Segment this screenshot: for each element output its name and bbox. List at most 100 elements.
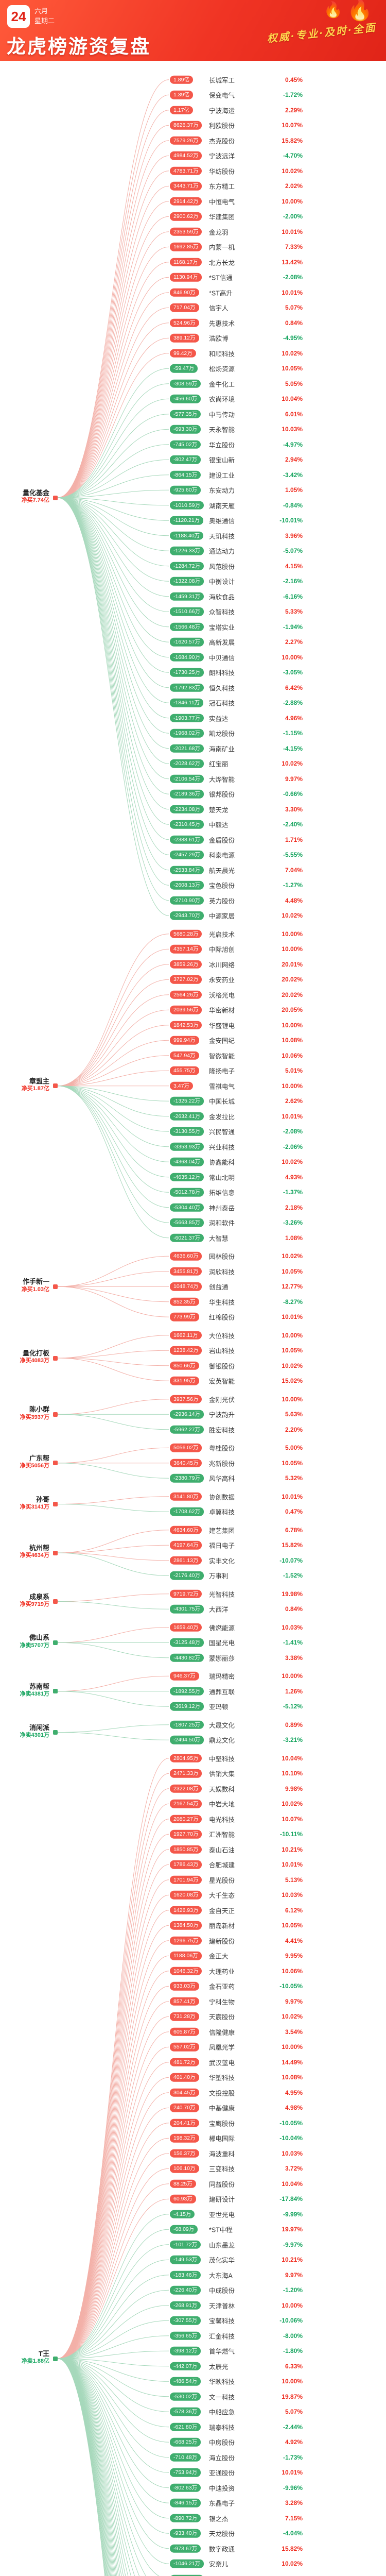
trader-group[interactable]: 量化打板 净买4083万 — [2, 1349, 49, 1365]
stock-row[interactable]: -4.15万 亚世光电 -9.99% — [0, 2207, 386, 2222]
stock-row[interactable]: -710.48万 海立股份 -1.73% — [0, 2450, 386, 2465]
stock-row[interactable]: -577.35万 中马传动 6.01% — [0, 406, 386, 422]
stock-row[interactable]: 557.02万 凤凰光学 10.00% — [0, 2040, 386, 2055]
stock-row[interactable]: 2353.59万 金龙羽 10.01% — [0, 224, 386, 240]
stock-row[interactable]: -621.80万 瑞泰科技 -2.44% — [0, 2419, 386, 2435]
stock-row[interactable]: 156.37万 海波重科 10.03% — [0, 2146, 386, 2161]
stock-row[interactable]: 331.95万 宏英智能 15.02% — [0, 1374, 386, 1389]
stock-row[interactable]: 1842.53万 华盛锂电 10.00% — [0, 1018, 386, 1033]
stock-row[interactable]: -308.59万 金牛化工 5.05% — [0, 376, 386, 392]
stock-row[interactable]: 3.47万 雪祺电气 10.00% — [0, 1078, 386, 1094]
stock-row[interactable]: 4197.64万 福日电子 15.82% — [0, 1538, 386, 1553]
stock-row[interactable]: 547.94万 智微智能 10.06% — [0, 1048, 386, 1063]
stock-row[interactable]: 4357.14万 中际旭创 10.00% — [0, 942, 386, 957]
stock-row[interactable]: -1510.66万 众智科技 5.33% — [0, 604, 386, 620]
stock-row[interactable]: -307.55万 宝馨科技 -10.06% — [0, 2313, 386, 2329]
stock-row[interactable]: 605.87万 信隆健康 3.54% — [0, 2024, 386, 2040]
stock-row[interactable]: 1.17亿 宁波海运 2.29% — [0, 103, 386, 118]
stock-row[interactable]: -1092.84万 中电兴发 -2.55% — [0, 2571, 386, 2576]
stock-row[interactable]: 2804.95万 中坚科技 10.04% — [0, 1751, 386, 1766]
stock-row[interactable]: -4301.75万 大西洋 0.84% — [0, 1602, 386, 1617]
stock-row[interactable]: 1.89亿 长城军工 0.45% — [0, 72, 386, 88]
stock-row[interactable]: -2710.90万 英力股份 4.48% — [0, 893, 386, 908]
stock-row[interactable]: -1620.57万 高新发展 2.27% — [0, 635, 386, 650]
stock-row[interactable]: 5680.28万 光启技术 10.00% — [0, 926, 386, 942]
trader-group[interactable]: 量化基金 净买7.74亿 — [2, 489, 49, 504]
stock-row[interactable]: -1188.40万 天玑科技 3.96% — [0, 528, 386, 544]
stock-row[interactable]: 4634.60万 建艺集团 6.78% — [0, 1522, 386, 1538]
stock-row[interactable]: -3619.12万 亚玛顿 -5.12% — [0, 1699, 386, 1715]
stock-row[interactable]: -933.40万 天龙股份 -4.04% — [0, 2526, 386, 2541]
stock-row[interactable]: -4635.12万 常山北明 4.93% — [0, 1170, 386, 1185]
stock-row[interactable]: -68.09万 *ST中程 19.97% — [0, 2222, 386, 2238]
stock-row[interactable]: 852.35万 华生科技 -8.27% — [0, 1294, 386, 1310]
stock-row[interactable]: -1120.21万 奥维通信 -10.01% — [0, 513, 386, 529]
stock-row[interactable]: 1620.08万 大千生态 10.03% — [0, 1888, 386, 1903]
stock-row[interactable]: 3859.26万 冰川网络 20.01% — [0, 957, 386, 972]
stock-row[interactable]: 933.03万 金石亚药 -10.05% — [0, 1979, 386, 1994]
stock-row[interactable]: 1850.85万 泰山石油 10.21% — [0, 1842, 386, 1857]
stock-row[interactable]: -3125.48万 国星光电 -1.41% — [0, 1635, 386, 1651]
stock-row[interactable]: 1188.06万 金正大 9.95% — [0, 1948, 386, 1964]
trader-group[interactable]: 苏南帮 净卖4381万 — [2, 1683, 49, 1698]
stock-row[interactable]: -4368.04万 协鑫能科 10.02% — [0, 1155, 386, 1170]
stock-row[interactable]: -5304.40万 神州泰岳 2.18% — [0, 1200, 386, 1215]
stock-row[interactable]: -2176.40万 万事利 -1.52% — [0, 1568, 386, 1584]
stock-row[interactable]: 1.39亿 保变电气 -1.72% — [0, 88, 386, 103]
stock-row[interactable]: -1226.33万 通达动力 -5.07% — [0, 544, 386, 559]
stock-row[interactable]: 731.28万 天宸股份 10.02% — [0, 2009, 386, 2025]
stock-row[interactable]: 3455.81万 润欣科技 10.05% — [0, 1264, 386, 1279]
trader-group[interactable]: 佛山系 净卖5707万 — [2, 1634, 49, 1649]
stock-row[interactable]: -745.02万 华立股份 -4.97% — [0, 437, 386, 452]
stock-row[interactable]: -1322.08万 中衡设计 -2.16% — [0, 574, 386, 589]
stock-row[interactable]: 1238.42万 岩山科技 10.05% — [0, 1343, 386, 1359]
stock-row[interactable]: -1325.22万 中国长城 2.62% — [0, 1094, 386, 1109]
stock-row[interactable]: -530.02万 文一科技 19.87% — [0, 2389, 386, 2404]
stock-row[interactable]: 2080.27万 电光科技 10.07% — [0, 1811, 386, 1827]
stock-row[interactable]: -1046.21万 安奈儿 10.02% — [0, 2556, 386, 2572]
stock-row[interactable]: 99.42万 和顺科技 10.02% — [0, 346, 386, 361]
trader-group[interactable]: T王 净卖1.88亿 — [2, 2350, 49, 2365]
stock-row[interactable]: -3130.55万 兴民智通 -2.08% — [0, 1124, 386, 1140]
stock-row[interactable]: -2028.62万 红宝丽 10.02% — [0, 756, 386, 772]
stock-row[interactable]: 3727.02万 永安药业 20.02% — [0, 972, 386, 988]
stock-row[interactable]: 2564.26万 沃格光电 20.02% — [0, 987, 386, 1003]
stock-row[interactable]: 1692.85万 内蒙一机 7.33% — [0, 240, 386, 255]
stock-row[interactable]: -2189.36万 银邦股份 -0.66% — [0, 787, 386, 802]
stock-row[interactable]: -2106.54万 大烨智能 9.97% — [0, 771, 386, 787]
stock-row[interactable]: -1792.83万 恒久科技 6.42% — [0, 680, 386, 696]
stock-row[interactable]: -2388.61万 金盾股份 1.71% — [0, 832, 386, 848]
trader-group[interactable]: 消闲派 净卖4301万 — [2, 1724, 49, 1739]
stock-row[interactable]: 1662.11万 大位科技 10.00% — [0, 1328, 386, 1343]
stock-row[interactable]: -2608.13万 宝色股份 -1.27% — [0, 878, 386, 893]
stock-row[interactable]: -2380.79万 风华高科 5.32% — [0, 1471, 386, 1486]
stock-row[interactable]: 1130.94万 *ST信通 -2.08% — [0, 270, 386, 285]
stock-row[interactable]: 389.12万 浩欧博 -4.95% — [0, 331, 386, 346]
stock-row[interactable]: -1010.59万 湖南天雁 -0.84% — [0, 498, 386, 513]
stock-row[interactable]: -3353.93万 兴业科技 -2.06% — [0, 1139, 386, 1155]
stock-row[interactable]: -578.36万 中船应急 5.07% — [0, 2404, 386, 2420]
trader-group[interactable]: 成泉系 净买9719万 — [2, 1593, 49, 1608]
stock-row[interactable]: -693.30万 天永智能 10.03% — [0, 422, 386, 437]
stock-row[interactable]: -753.94万 亚通股份 10.01% — [0, 2465, 386, 2481]
stock-row[interactable]: 240.70万 中基健康 4.98% — [0, 2100, 386, 2116]
stock-row[interactable]: 946.37万 瑞玛精密 10.00% — [0, 1669, 386, 1684]
stock-row[interactable]: -442.07万 太辰光 6.33% — [0, 2359, 386, 2374]
stock-row[interactable]: -101.72万 山东墨龙 -9.97% — [0, 2237, 386, 2252]
stock-row[interactable]: 1659.40万 佛燃能源 10.03% — [0, 1620, 386, 1635]
stock-row[interactable]: -973.67万 数字政通 15.82% — [0, 2541, 386, 2556]
stock-row[interactable]: -1459.31万 海欣食品 -6.16% — [0, 589, 386, 604]
stock-row[interactable]: 1384.50万 丽岛新材 10.05% — [0, 1918, 386, 1934]
stock-row[interactable]: -890.72万 银之杰 7.15% — [0, 2511, 386, 2526]
stock-row[interactable]: -356.65万 汇金科技 -8.00% — [0, 2328, 386, 2344]
stock-row[interactable]: -2943.70万 中源家居 10.02% — [0, 908, 386, 924]
stock-row[interactable]: 106.10万 三变科技 3.72% — [0, 2161, 386, 2177]
trader-group[interactable]: 孙哥 净买3141万 — [2, 1496, 49, 1511]
stock-row[interactable]: -1892.55万 通鼎互联 1.26% — [0, 1684, 386, 1699]
stock-row[interactable]: -5012.78万 拓维信息 -1.37% — [0, 1185, 386, 1200]
stock-row[interactable]: 2861.13万 实丰文化 -10.07% — [0, 1553, 386, 1568]
stock-row[interactable]: -1807.25万 大晟文化 0.89% — [0, 1717, 386, 1733]
stock-row[interactable]: 481.72万 武汉蓝电 14.49% — [0, 2055, 386, 2070]
stock-row[interactable]: 1701.94万 星光股份 5.13% — [0, 1872, 386, 1888]
stock-row[interactable]: -1566.48万 宝塔实业 -1.94% — [0, 619, 386, 635]
